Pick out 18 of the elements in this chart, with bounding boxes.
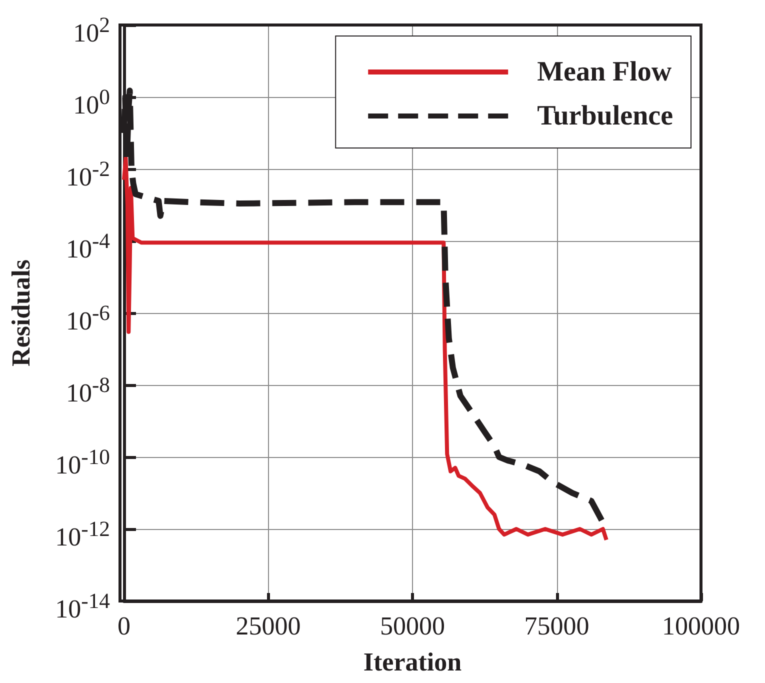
x-axis-title: Iteration (363, 648, 462, 676)
y-tick-label: 10$^{-4}$ (66, 228, 110, 264)
x-tick-label: 25000 (236, 612, 301, 640)
y-tick-label: 10$^{-12}$ (55, 516, 110, 552)
y-tick-label: 10$^{-2}$ (66, 156, 110, 192)
y-axis-title: Residuals (6, 260, 36, 366)
x-tick-label: 0 (118, 612, 130, 640)
y-tick-label: 10$^{-10}$ (55, 444, 110, 480)
y-tick-label: 10$^{-6}$ (66, 300, 110, 336)
x-tick-label: 100000 (662, 612, 740, 640)
legend-label: Mean Flow (537, 56, 672, 88)
y-tick-label: 10$^{2}$ (73, 12, 110, 48)
y-tick-label: 10$^{-14}$ (55, 588, 110, 624)
legend-label: Turbulence (537, 100, 674, 132)
x-tick-label: 75000 (524, 612, 590, 640)
y-tick-label: 10$^{-8}$ (66, 372, 110, 408)
x-tick-label: 50000 (380, 612, 445, 640)
y-tick-label: 10$^{0}$ (73, 84, 110, 120)
